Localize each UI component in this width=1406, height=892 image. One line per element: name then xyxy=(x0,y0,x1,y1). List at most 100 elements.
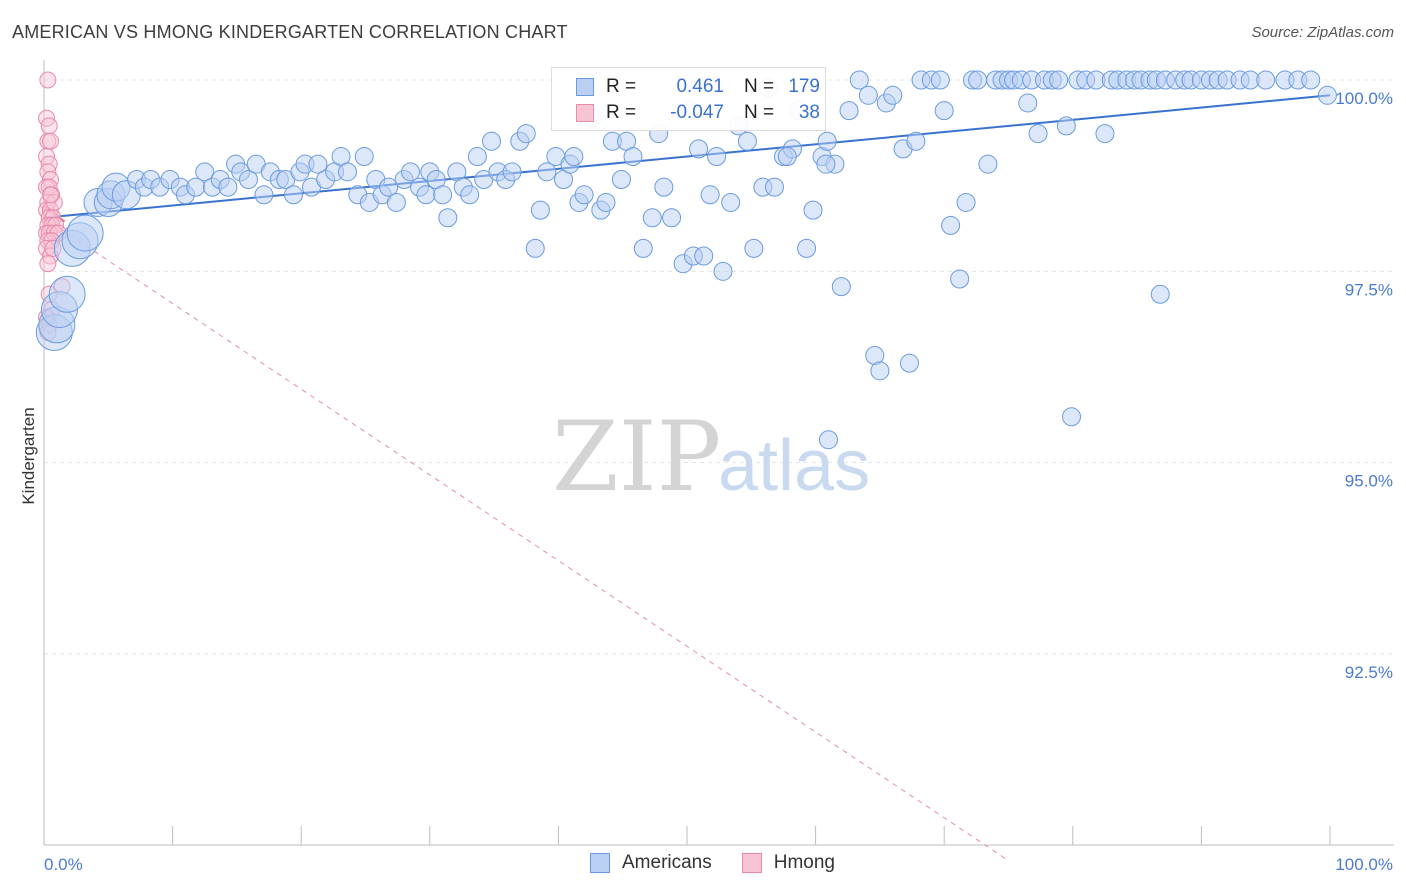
americans-point xyxy=(596,192,616,212)
hmong-point xyxy=(41,132,59,150)
hmong-point xyxy=(39,255,57,273)
americans-point xyxy=(737,131,757,151)
americans-point xyxy=(777,147,797,167)
series-legend: Americans Hmong xyxy=(590,852,865,874)
americans-point xyxy=(950,269,970,289)
americans-point xyxy=(218,177,238,197)
y-tick-label: 95.0% xyxy=(1345,472,1393,491)
americans-point xyxy=(849,70,869,90)
legend-item-americans[interactable]: Americans xyxy=(590,852,712,874)
americans-point xyxy=(467,147,487,167)
americans-point xyxy=(516,124,536,144)
americans-point xyxy=(433,185,453,205)
watermark-zip: ZIP xyxy=(552,401,721,513)
americans-point xyxy=(689,139,709,159)
americans-point xyxy=(416,185,436,205)
americans-point xyxy=(817,131,837,151)
americans-point xyxy=(642,208,662,228)
stats-legend: R = 0.461 N = 179 R = -0.047 N = 38 xyxy=(551,67,826,131)
americans-point xyxy=(870,361,890,381)
watermark-atlas: atlas xyxy=(718,426,870,506)
x-tick-label: 0.0% xyxy=(44,855,83,874)
legend-label-americans: Americans xyxy=(622,852,712,873)
americans-point xyxy=(283,185,303,205)
americans-point xyxy=(934,101,954,121)
americans-point xyxy=(816,154,836,174)
americans-point xyxy=(803,200,823,220)
americans-point xyxy=(1056,116,1076,136)
americans-point xyxy=(831,277,851,297)
americans-point xyxy=(906,131,926,151)
legend-item-hmong[interactable]: Hmong xyxy=(741,852,835,874)
americans-point xyxy=(379,177,399,197)
r-label: R = xyxy=(606,102,637,123)
americans-point xyxy=(502,162,522,182)
legend-label-hmong: Hmong xyxy=(773,852,835,873)
americans-point xyxy=(968,70,988,90)
n-label: N = xyxy=(744,76,775,97)
americans-point xyxy=(1062,407,1082,427)
americans-point xyxy=(1150,284,1170,304)
americans-point xyxy=(978,154,998,174)
americans-point xyxy=(401,162,421,182)
americans-point xyxy=(564,147,584,167)
americans-point xyxy=(66,214,104,252)
americans-point xyxy=(308,154,328,174)
americans-point xyxy=(386,192,406,212)
r-label: R = xyxy=(606,76,637,97)
americans-point xyxy=(337,162,357,182)
americans-point xyxy=(654,177,674,197)
americans-point xyxy=(858,85,878,105)
americans-point xyxy=(574,185,594,205)
americans-point xyxy=(537,162,557,182)
hmong-point xyxy=(45,193,63,211)
americans-point xyxy=(48,275,86,313)
y-tick-label: 92.5% xyxy=(1345,663,1393,682)
americans-point xyxy=(694,246,714,266)
legend-row-hmong: R = -0.047 N = 38 xyxy=(576,101,820,125)
y-tick-label: 100.0% xyxy=(1335,89,1393,108)
hmong-point xyxy=(39,71,57,89)
americans-point xyxy=(744,238,764,258)
americans-point xyxy=(839,101,859,121)
americans-point xyxy=(623,147,643,167)
n-value: 38 xyxy=(798,102,820,123)
chart-title: AMERICAN VS HMONG KINDERGARTEN CORRELATI… xyxy=(12,22,568,42)
americans-point xyxy=(1301,70,1321,90)
americans-point xyxy=(195,162,215,182)
americans-point xyxy=(1049,70,1069,90)
y-tick-labels: 100.0% 97.5% 95.0% 92.5% xyxy=(1335,89,1393,682)
americans-point xyxy=(797,238,817,258)
americans-point xyxy=(530,200,550,220)
americans-point xyxy=(438,208,458,228)
americans-point xyxy=(1028,124,1048,144)
americans-point xyxy=(611,169,631,189)
americans-point xyxy=(713,261,733,281)
americans-point xyxy=(254,185,274,205)
watermark: ZIP atlas xyxy=(552,401,870,513)
americans-swatch-icon xyxy=(576,78,594,96)
hmong-swatch-icon xyxy=(576,104,594,122)
hmong-trend-line xyxy=(43,217,1009,862)
hmong-point xyxy=(40,117,58,135)
americans-point xyxy=(482,131,502,151)
americans-point xyxy=(525,238,545,258)
legend-row-americans: R = 0.461 N = 179 xyxy=(576,75,820,99)
americans-point xyxy=(1256,70,1276,90)
americans-point xyxy=(764,177,784,197)
n-label: N = xyxy=(744,102,775,123)
x-tick-label: 100.0% xyxy=(1335,855,1393,874)
americans-point xyxy=(930,70,950,90)
hmong-swatch-icon xyxy=(741,853,762,873)
americans-point xyxy=(460,185,480,205)
americans-swatch-icon xyxy=(590,853,610,873)
y-tick-label: 97.5% xyxy=(1345,280,1393,299)
americans-point xyxy=(1317,85,1337,105)
americans-point xyxy=(1095,124,1115,144)
n-value: 179 xyxy=(788,76,820,97)
americans-point xyxy=(883,85,903,105)
americans-point xyxy=(818,430,838,450)
americans-point xyxy=(1018,93,1038,113)
y-axis-title: Kindergarten xyxy=(19,407,38,504)
